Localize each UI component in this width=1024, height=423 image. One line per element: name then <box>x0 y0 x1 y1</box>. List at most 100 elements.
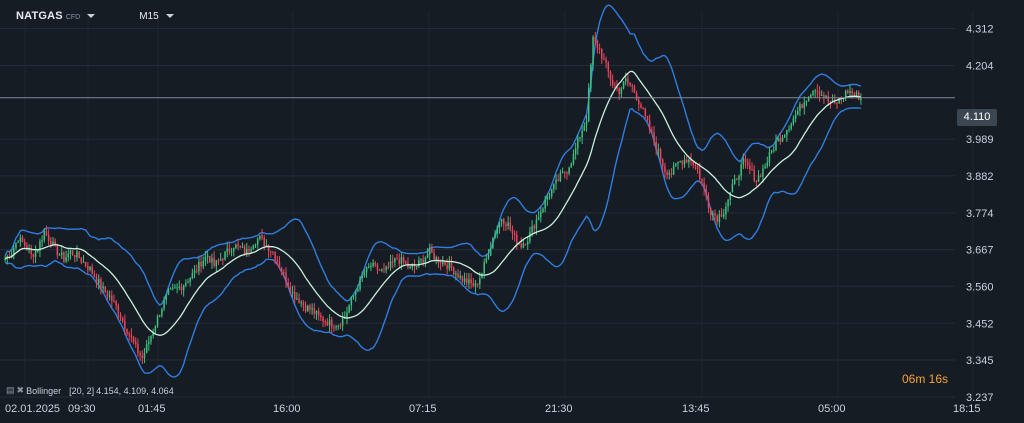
symbol-tag: CFD <box>65 14 81 21</box>
candle-body <box>770 150 773 153</box>
candle-body <box>535 219 538 229</box>
candle-body <box>611 79 614 86</box>
candle-body <box>93 273 96 278</box>
candle-body <box>313 308 316 314</box>
candle-body <box>601 48 603 59</box>
candle-body <box>139 352 141 356</box>
candle-body <box>113 300 115 302</box>
candle-body <box>768 152 771 163</box>
candle-body <box>753 169 755 181</box>
chart-grid <box>0 12 974 398</box>
chevron-down-icon[interactable] <box>87 14 96 18</box>
candle-body <box>446 264 448 269</box>
candle-body <box>152 331 154 336</box>
candle-body <box>635 92 638 101</box>
candle-body <box>709 207 712 216</box>
candle-body <box>544 199 546 209</box>
candle-body <box>794 114 797 119</box>
candle-body <box>666 171 668 175</box>
candle-body <box>237 244 239 246</box>
price-tick-label: 3.667 <box>966 245 994 257</box>
candle-body <box>516 234 518 244</box>
price-tick-label: 3.774 <box>966 208 994 220</box>
candle-body <box>209 255 211 263</box>
candle-body <box>276 260 279 263</box>
candle-body <box>522 243 525 248</box>
candle-body <box>546 197 549 200</box>
candle-body <box>509 222 512 230</box>
candle-body <box>335 326 337 328</box>
candle-body <box>679 161 681 163</box>
candle-body <box>492 238 494 249</box>
candle-body <box>132 337 135 343</box>
candle-body <box>483 262 485 274</box>
candle-body <box>341 318 344 326</box>
candle-body <box>426 254 429 258</box>
candle-body <box>43 230 46 241</box>
candle-body <box>354 291 357 296</box>
candle-body <box>400 257 403 264</box>
candle-body <box>629 82 631 85</box>
candle-body <box>642 107 644 109</box>
candle-body <box>548 196 551 198</box>
candle-body <box>452 267 455 275</box>
candle-body <box>725 206 727 215</box>
candle-body <box>126 328 128 334</box>
candle-body <box>435 257 438 260</box>
time-tick-label: 05:00 <box>818 403 846 415</box>
candle-body <box>180 286 183 291</box>
candle-body <box>705 188 708 198</box>
candle-body <box>703 182 705 189</box>
candle-body <box>755 180 758 182</box>
candle-body <box>222 259 224 261</box>
candle-body <box>259 235 261 240</box>
timeframe-label: M15 <box>139 10 159 22</box>
candle-body <box>463 278 466 282</box>
candle-body <box>498 222 501 228</box>
candle-body <box>108 295 111 297</box>
candle-body <box>422 259 424 263</box>
candle-body <box>585 121 588 126</box>
price-tick-label: 3.452 <box>966 318 994 330</box>
candle-body <box>370 266 372 268</box>
indicator-settings-icon[interactable]: ▤ <box>6 385 15 395</box>
candle-body <box>461 275 464 282</box>
candle-body <box>82 261 85 263</box>
time-tick-label: 16:00 <box>273 403 301 415</box>
candle-body <box>333 327 335 329</box>
candle-body <box>651 130 653 133</box>
candle-body <box>169 288 172 290</box>
candle-body <box>424 257 427 263</box>
candle-body <box>825 96 827 99</box>
candle-body <box>775 140 777 150</box>
candle-body <box>520 243 522 248</box>
candle-body <box>261 235 263 238</box>
candle-body <box>581 130 583 138</box>
candle-body <box>304 305 307 312</box>
candle-body <box>603 58 605 60</box>
candle-body <box>387 266 390 268</box>
close-icon[interactable]: ✖ <box>16 385 25 395</box>
candle-body <box>448 261 451 269</box>
candle-body <box>836 103 838 105</box>
candle-body <box>827 96 830 102</box>
candle-body <box>596 41 599 49</box>
candle-body <box>156 316 159 327</box>
candle-body <box>211 258 213 263</box>
symbol-selector[interactable]: NATGAS <box>16 10 63 22</box>
candle-body <box>165 294 167 300</box>
candle-body <box>52 241 54 246</box>
candle-body <box>638 100 640 105</box>
candle-body <box>455 273 457 275</box>
candle-body <box>111 295 113 301</box>
candle-body <box>300 302 303 304</box>
candle-body <box>174 287 176 289</box>
candle-body <box>740 164 742 177</box>
timeframe-selector[interactable]: M15 <box>139 10 174 22</box>
candle-body <box>87 266 89 270</box>
candle-body <box>851 91 853 94</box>
candle-body <box>104 286 107 293</box>
candle-body <box>374 262 377 265</box>
candle-body <box>844 90 847 98</box>
